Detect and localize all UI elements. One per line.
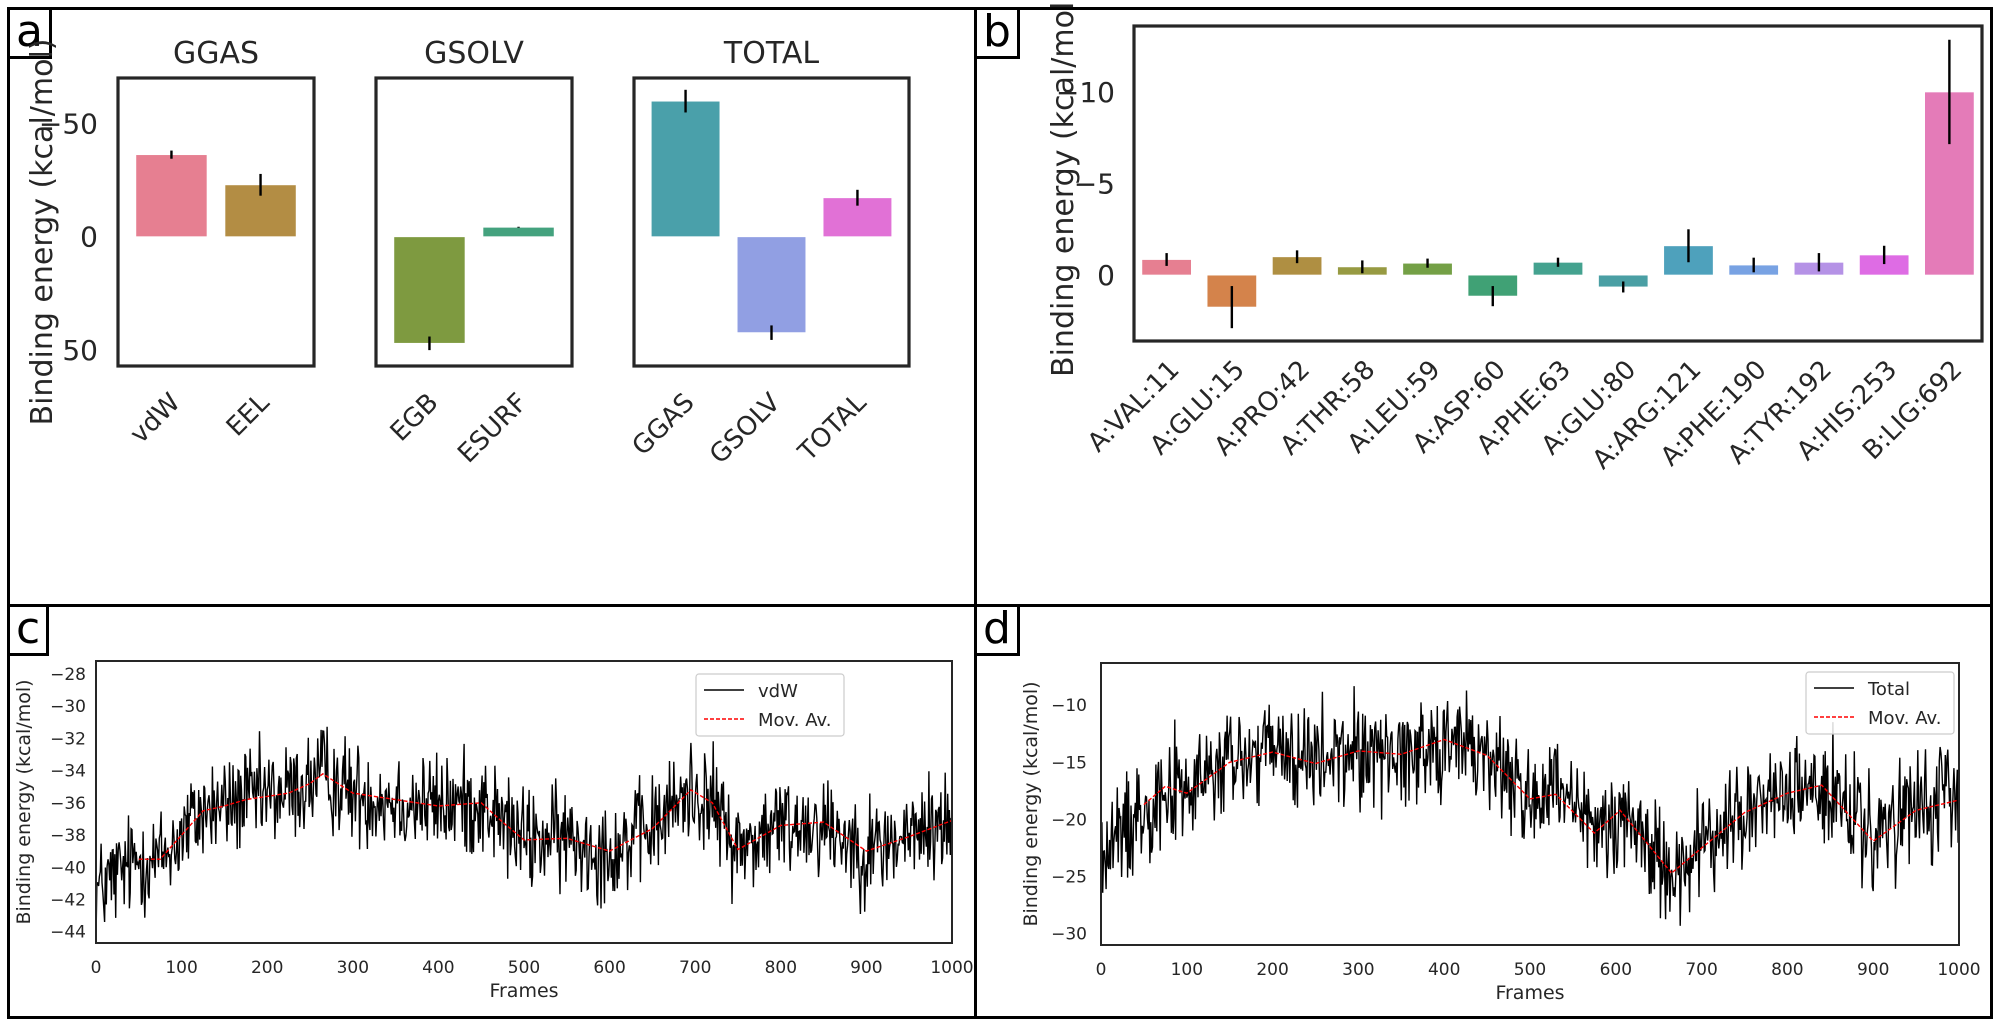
x-tick-label: GGAS bbox=[627, 388, 701, 462]
chart-c: Binding energy (kcal/mol) −44 −42 −40 −38 −36… bbox=[13, 660, 974, 1002]
y-axis-label-a: Binding energy (kcal/mol) bbox=[25, 39, 60, 426]
bar-esurf bbox=[482, 226, 555, 238]
y-tick-label: −40 bbox=[50, 858, 86, 878]
x-tick-label: EEL bbox=[221, 387, 276, 442]
subplot-title: TOTAL bbox=[723, 36, 819, 71]
y-tick-label: 0 bbox=[1097, 259, 1115, 292]
series-vdw bbox=[95, 726, 952, 939]
x-tick-label: 200 bbox=[1256, 960, 1288, 980]
x-tick-label: 300 bbox=[337, 958, 369, 978]
panel-label-b: b bbox=[974, 7, 1020, 59]
x-tick-label: 0 bbox=[91, 958, 102, 978]
x-tick-label: 100 bbox=[165, 958, 197, 978]
y-tick-label: −44 bbox=[50, 923, 86, 943]
y-tick-label: −28 bbox=[50, 665, 86, 685]
x-tick-label: 900 bbox=[850, 958, 882, 978]
x-tick-label: 400 bbox=[1428, 960, 1460, 980]
x-tick-label: 800 bbox=[1771, 960, 1803, 980]
y-tick-label: −20 bbox=[1051, 810, 1087, 830]
y-tick-label: −10 bbox=[1051, 696, 1087, 716]
x-tick-label: 600 bbox=[1600, 960, 1632, 980]
x-tick-label: 400 bbox=[422, 958, 454, 978]
y-tick-label: −36 bbox=[50, 794, 86, 814]
panel-d: d Binding energy (kcal/mol) −30 −25 −20 −15 −… bbox=[974, 604, 1993, 1019]
plot-frame bbox=[95, 660, 953, 944]
legend-d: Total Mov. Av. bbox=[1805, 671, 1955, 735]
series-total bbox=[1100, 686, 1959, 926]
plot-frame bbox=[1100, 662, 1960, 946]
panel-label-d: d bbox=[974, 604, 1020, 656]
bar-egb bbox=[393, 236, 466, 344]
x-tick-label: 100 bbox=[1171, 960, 1203, 980]
x-tick-label: vdW bbox=[124, 388, 186, 450]
bar-ggas bbox=[650, 100, 721, 238]
legend-label: vdW bbox=[758, 681, 798, 702]
bar-vdw bbox=[135, 154, 208, 238]
legend-label: Mov. Av. bbox=[758, 710, 831, 731]
x-tick-label: 0 bbox=[1096, 960, 1107, 980]
panel-label-a: a bbox=[7, 7, 52, 59]
x-tick-label: 1000 bbox=[1937, 960, 1980, 980]
y-tick-label: −25 bbox=[1051, 867, 1087, 887]
x-tick-label: TOTAL bbox=[792, 387, 873, 468]
plot-frame bbox=[374, 76, 574, 368]
legend-label: Mov. Av. bbox=[1868, 708, 1941, 729]
x-tick-label: GSOLV bbox=[704, 388, 787, 471]
x-tick-label: 900 bbox=[1857, 960, 1889, 980]
y-tick-label: −30 bbox=[50, 697, 86, 717]
panel-b: b Binding energy (kcal/mol) −10 −5 0 A:VAL:1… bbox=[974, 0, 1993, 607]
y-tick-label: −32 bbox=[50, 729, 86, 749]
y-tick-label: −30 bbox=[1051, 925, 1087, 945]
x-tick-label: 800 bbox=[765, 958, 797, 978]
chart-d: Binding energy (kcal/mol) −30 −25 −20 −15 −10… bbox=[1020, 662, 1981, 1004]
x-axis-label-c: Frames bbox=[489, 980, 558, 1002]
y-tick-label: −10 bbox=[1056, 76, 1115, 109]
subplot-gsolv: GSOLV EGB ESURF bbox=[374, 36, 574, 469]
y-tick-label: 0 bbox=[80, 221, 98, 254]
plot-frame bbox=[116, 76, 316, 368]
subplot-title: GSOLV bbox=[424, 36, 524, 71]
x-tick-label: EGB bbox=[385, 388, 445, 448]
panel-label-c: c bbox=[7, 604, 50, 656]
series-moving-average bbox=[138, 772, 953, 860]
y-axis-label-b: Binding energy (kcal/mol) bbox=[1046, 0, 1081, 377]
plot-frame bbox=[1132, 24, 1984, 343]
legend-label: Total bbox=[1867, 679, 1910, 700]
panel-a: a Binding energy (kcal/mol) −50 0 50 GGAS vdW… bbox=[7, 7, 977, 607]
subplot-title: GGAS bbox=[173, 36, 259, 71]
y-tick-label: −42 bbox=[50, 890, 86, 910]
y-axis-label-d: Binding energy (kcal/mol) bbox=[1020, 681, 1042, 926]
x-tick-label: 500 bbox=[508, 958, 540, 978]
panel-c: c Binding energy (kcal/mol) −44 −42 −40 −38 −… bbox=[7, 604, 977, 1019]
series-moving-average bbox=[1143, 738, 1960, 875]
y-tick-label: −50 bbox=[39, 107, 98, 140]
x-tick-label: 700 bbox=[679, 958, 711, 978]
y-tick-label: −34 bbox=[50, 762, 86, 782]
chart-b: Binding energy (kcal/mol)−10−50A:VAL:11A… bbox=[1046, 0, 1984, 475]
x-tick-label: 300 bbox=[1342, 960, 1374, 980]
plot-frame bbox=[632, 76, 911, 368]
bar-gsolv bbox=[736, 236, 807, 334]
y-tick-label: −5 bbox=[1074, 168, 1115, 201]
x-tick-label: 200 bbox=[251, 958, 283, 978]
subplot-ggas: GGAS vdW EEL bbox=[116, 36, 316, 450]
y-tick-label: −38 bbox=[50, 826, 86, 846]
x-tick-label: 1000 bbox=[930, 958, 973, 978]
x-tick-label: 700 bbox=[1685, 960, 1717, 980]
x-tick-label: 500 bbox=[1514, 960, 1546, 980]
x-tick-label: ESURF bbox=[452, 388, 533, 469]
x-axis-label-d: Frames bbox=[1495, 982, 1564, 1004]
y-axis-label-c: Binding energy (kcal/mol) bbox=[13, 679, 35, 924]
y-tick-label: 50 bbox=[62, 334, 98, 367]
x-tick-label: 600 bbox=[593, 958, 625, 978]
chart-a: Binding energy (kcal/mol)−50 0 50 GGAS vdW EE… bbox=[25, 36, 911, 471]
y-tick-label: −15 bbox=[1051, 753, 1087, 773]
legend-c: vdW Mov. Av. bbox=[695, 673, 845, 737]
